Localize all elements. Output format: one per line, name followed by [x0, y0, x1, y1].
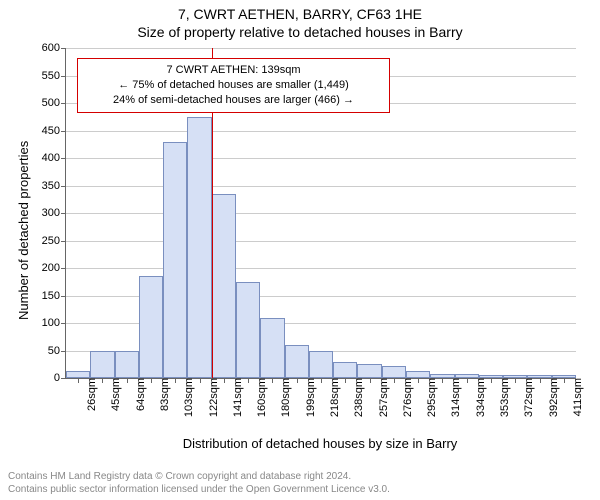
x-tick-mark [78, 378, 79, 383]
x-tick-label: 314sqm [446, 378, 462, 417]
histogram-bar [309, 351, 333, 379]
x-tick-label: 372sqm [519, 378, 535, 417]
x-tick-label: 122sqm [204, 378, 220, 417]
histogram-bar [406, 371, 430, 378]
histogram-bar [139, 276, 163, 378]
x-tick-mark [467, 378, 468, 383]
gridline [66, 131, 576, 132]
x-tick-mark [370, 378, 371, 383]
x-tick-mark [515, 378, 516, 383]
histogram-bar [163, 142, 187, 379]
histogram-bar [382, 366, 406, 378]
histogram-bar [66, 371, 90, 378]
y-tick-label: 450 [42, 125, 66, 137]
histogram-bar [357, 364, 381, 378]
x-tick-label: 334sqm [471, 378, 487, 417]
x-tick-label: 26sqm [82, 378, 98, 411]
x-tick-label: 103sqm [179, 378, 195, 417]
x-tick-mark [564, 378, 565, 383]
x-tick-mark [345, 378, 346, 383]
x-tick-mark [151, 378, 152, 383]
x-tick-mark [272, 378, 273, 383]
x-tick-label: 160sqm [252, 378, 268, 417]
annotation-line3: 24% of semi-detached houses are larger (… [86, 93, 381, 108]
x-tick-label: 141sqm [228, 378, 244, 417]
y-tick-label: 0 [54, 372, 66, 384]
x-tick-mark [127, 378, 128, 383]
histogram-bar [260, 318, 284, 379]
x-tick-label: 392sqm [544, 378, 560, 417]
x-tick-label: 45sqm [106, 378, 122, 411]
histogram-bar [285, 345, 309, 378]
y-tick-label: 150 [42, 290, 66, 302]
y-tick-label: 600 [42, 42, 66, 54]
annotation-box: 7 CWRT AETHEN: 139sqm ← 75% of detached … [77, 58, 390, 113]
x-tick-label: 353sqm [495, 378, 511, 417]
gridline [66, 48, 576, 49]
histogram-bar [212, 194, 236, 378]
gridline [66, 158, 576, 159]
x-tick-label: 257sqm [374, 378, 390, 417]
x-tick-mark [175, 378, 176, 383]
gridline [66, 213, 576, 214]
x-tick-mark [200, 378, 201, 383]
histogram-bar [115, 351, 139, 379]
x-tick-mark [418, 378, 419, 383]
gridline [66, 186, 576, 187]
chart-subtitle: Size of property relative to detached ho… [0, 24, 600, 40]
x-tick-mark [297, 378, 298, 383]
x-tick-label: 295sqm [422, 378, 438, 417]
y-tick-label: 100 [42, 317, 66, 329]
chart-title-line1: 7, CWRT AETHEN, BARRY, CF63 1HE [0, 6, 600, 22]
y-tick-label: 250 [42, 235, 66, 247]
y-tick-label: 300 [42, 207, 66, 219]
x-tick-label: 411sqm [568, 378, 584, 416]
y-tick-label: 550 [42, 70, 66, 82]
y-tick-label: 350 [42, 180, 66, 192]
x-tick-label: 199sqm [301, 378, 317, 417]
x-tick-mark [491, 378, 492, 383]
histogram-bar [236, 282, 260, 378]
x-tick-label: 64sqm [131, 378, 147, 411]
histogram-bar [333, 362, 357, 379]
x-tick-mark [321, 378, 322, 383]
x-tick-label: 218sqm [325, 378, 341, 417]
histogram-bar [187, 117, 211, 378]
x-tick-mark [540, 378, 541, 383]
x-axis-title: Distribution of detached houses by size … [65, 436, 575, 451]
x-tick-mark [224, 378, 225, 383]
chart-container: { "chart": { "type": "histogram", "title… [0, 0, 600, 500]
y-axis-title: Number of detached properties [16, 141, 31, 320]
gridline [66, 268, 576, 269]
x-tick-mark [248, 378, 249, 383]
x-tick-mark [442, 378, 443, 383]
x-tick-label: 180sqm [276, 378, 292, 417]
footer-line2: Contains public sector information licen… [8, 484, 390, 497]
y-tick-label: 200 [42, 262, 66, 274]
chart-footer: Contains HM Land Registry data © Crown c… [8, 471, 390, 496]
x-tick-mark [394, 378, 395, 383]
histogram-bar [90, 351, 114, 379]
y-tick-label: 500 [42, 97, 66, 109]
x-tick-label: 238sqm [349, 378, 365, 417]
y-tick-label: 50 [48, 345, 66, 357]
x-tick-label: 83sqm [155, 378, 171, 411]
y-tick-label: 400 [42, 152, 66, 164]
footer-line1: Contains HM Land Registry data © Crown c… [8, 471, 390, 484]
gridline [66, 241, 576, 242]
x-tick-mark [102, 378, 103, 383]
annotation-line1: 7 CWRT AETHEN: 139sqm [86, 63, 381, 78]
annotation-line2: ← 75% of detached houses are smaller (1,… [86, 78, 381, 93]
x-tick-label: 276sqm [398, 378, 414, 417]
